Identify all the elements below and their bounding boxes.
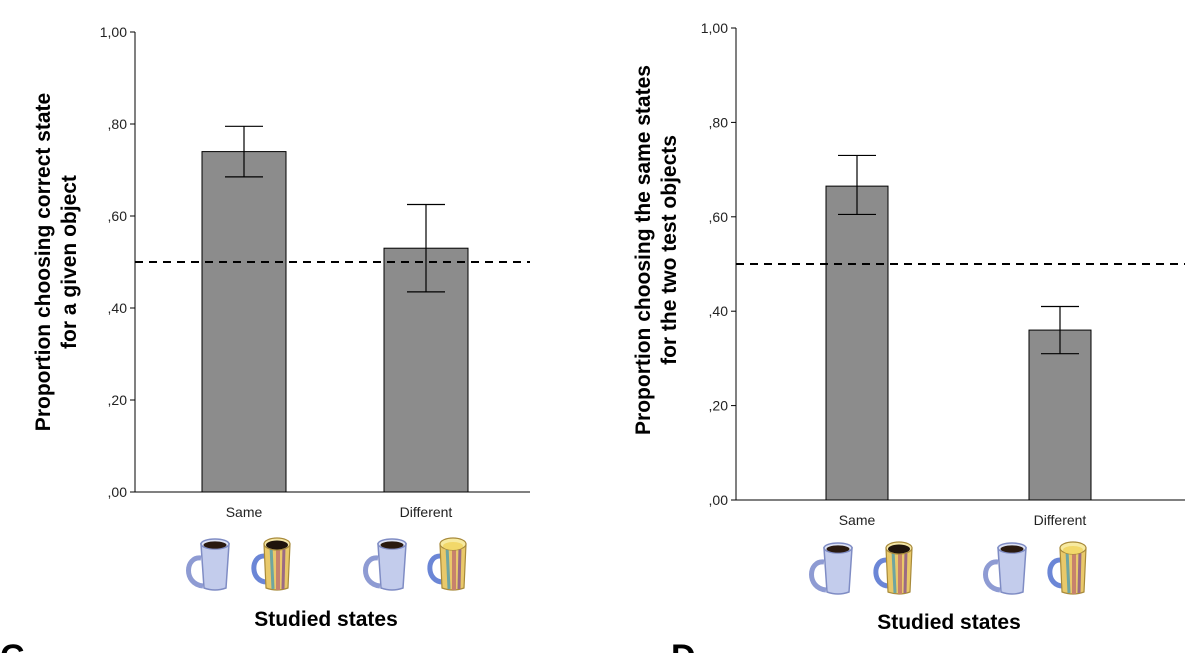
chart-panel-D: ,00 ,20 ,40 ,60 ,80 1,00 Same Different Proporti… [632, 20, 1185, 653]
bar-same [825, 185, 889, 501]
chart-panel-C: ,00 ,20 ,40 ,60 ,80 1,00 Same Different Proporti… [0, 24, 530, 653]
y-axis-label: Proportion choosing the same states for t… [632, 65, 681, 435]
y-tick-label: 1,00 [701, 20, 728, 36]
mug-coffee-icon [366, 539, 407, 590]
x-category-label: Same [226, 504, 263, 520]
y-tick-label: ,20 [709, 398, 729, 414]
x-axis-label: Studied states [254, 608, 398, 631]
x-axis-label: Studied states [877, 611, 1021, 634]
x-category-label: Different [400, 504, 453, 520]
striped-mug-empty-icon [430, 538, 466, 590]
mug-coffee-icon [189, 539, 230, 590]
mug-coffee-icon [986, 543, 1027, 594]
y-tick-label: ,60 [709, 209, 729, 225]
y-tick-label: 1,00 [100, 24, 127, 40]
bar-same [201, 151, 287, 493]
x-category-label: Different [1034, 512, 1087, 528]
x-category-label: Same [839, 512, 876, 528]
panel-label: D [671, 638, 696, 653]
panel-label: C [0, 638, 25, 653]
bar-different [1028, 329, 1092, 501]
y-tick-label: ,00 [108, 484, 128, 500]
y-tick-label: ,80 [108, 116, 128, 132]
y-tick-label: ,80 [709, 114, 729, 130]
y-tick-label: ,60 [108, 208, 128, 224]
y-tick-label: ,40 [108, 300, 128, 316]
y-axis-label: Proportion choosing correct state for a g… [32, 93, 81, 431]
striped-mug-coffee-icon [876, 542, 912, 594]
striped-mug-empty-icon [1050, 542, 1086, 594]
y-tick-label: ,00 [709, 492, 729, 508]
y-tick-label: ,40 [709, 303, 729, 319]
mug-coffee-icon [812, 543, 853, 594]
striped-mug-coffee-icon [254, 538, 290, 590]
y-tick-label: ,20 [108, 392, 128, 408]
